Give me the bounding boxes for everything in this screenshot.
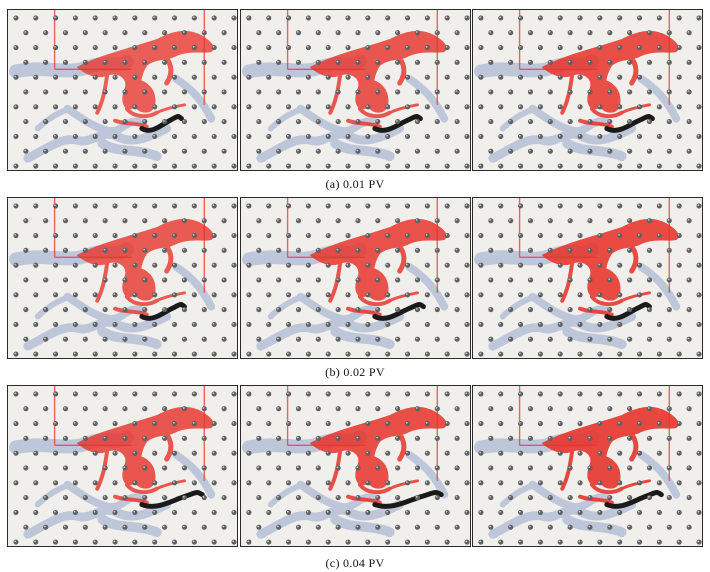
panel-2-2: [240, 197, 471, 359]
dark-front-trace: [604, 302, 652, 321]
panel-image: [241, 198, 470, 358]
panel-image: [8, 386, 237, 546]
dark-front-trace: [139, 302, 187, 321]
panel-1-2: [240, 9, 471, 171]
injected-fluid: [541, 218, 679, 317]
injected-fluid: [309, 406, 447, 505]
panel-image: [8, 198, 237, 358]
micromodel-posts: [478, 203, 702, 357]
panel-3-2: [240, 385, 471, 547]
micromodel-posts: [478, 391, 702, 545]
panel-2-1: [7, 197, 238, 359]
micromodel-posts: [13, 15, 237, 169]
injected-fluid: [76, 406, 214, 505]
injected-fluid: [76, 30, 214, 129]
panel-image: [241, 10, 470, 170]
panel-1-3: [472, 9, 703, 171]
panel-image: [473, 198, 702, 358]
panel-1-1: [7, 9, 238, 171]
injected-fluid: [309, 218, 447, 317]
micromodel-posts: [246, 15, 470, 169]
injected-fluid: [309, 30, 447, 129]
panel-image: [473, 386, 702, 546]
micromodel-posts: [246, 391, 470, 545]
dark-front-trace: [372, 490, 444, 509]
panel-image: [8, 10, 237, 170]
panel-2-3: [472, 197, 703, 359]
micromodel-posts: [13, 203, 237, 357]
panel-image: [241, 386, 470, 546]
micromodel-posts: [246, 203, 470, 357]
subfigure-caption: (a) 0.01 PV: [325, 177, 385, 191]
dark-front-trace: [604, 490, 664, 509]
subfigure-caption: (b) 0.02 PV: [325, 365, 385, 379]
micromodel-posts: [13, 391, 237, 545]
injected-fluid: [76, 218, 214, 317]
subfigure-caption: (c) 0.04 PV: [325, 556, 385, 570]
dark-front-trace: [372, 114, 423, 133]
panel-3-3: [472, 385, 703, 547]
panel-image: [473, 10, 702, 170]
injected-fluid: [541, 30, 679, 129]
dark-front-trace: [372, 302, 426, 321]
panel-3-1: [7, 385, 238, 547]
dark-front-trace: [139, 114, 184, 133]
injected-fluid: [541, 406, 679, 505]
dark-front-trace: [604, 114, 655, 133]
micromodel-posts: [478, 15, 702, 169]
